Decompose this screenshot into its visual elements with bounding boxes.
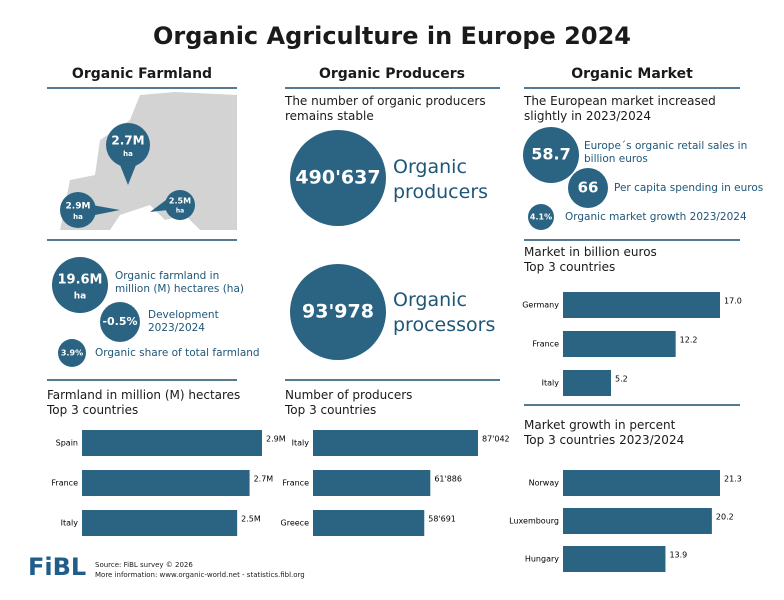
value-label: 5.2 xyxy=(615,375,628,384)
map-pointer xyxy=(150,200,168,212)
category-label: Spain xyxy=(56,439,78,448)
stat-value: 3.9% xyxy=(61,349,83,358)
stat-bubble xyxy=(100,302,140,342)
column-heading: Organic Market xyxy=(571,66,693,82)
stat-label: Organic processors xyxy=(393,289,496,336)
stat-bubble xyxy=(568,168,608,208)
chart-subtitle: Top 3 countries xyxy=(47,403,139,417)
value-label: 2.7M xyxy=(254,475,274,484)
stat-bubble xyxy=(52,257,108,313)
stat-label: Europe´s organic retail sales in billion… xyxy=(584,140,748,165)
bar xyxy=(82,510,238,536)
page-title: Organic Agriculture in Europe 2024 xyxy=(153,22,631,50)
stat-value: 66 xyxy=(578,179,599,197)
stat-value: 58.7 xyxy=(531,145,570,164)
bubble-unit: ha xyxy=(176,208,184,215)
category-label: France xyxy=(51,479,78,488)
chart-title: Market in billion euros xyxy=(524,245,657,259)
stat-bubble xyxy=(290,264,386,360)
stat-unit: ha xyxy=(74,292,86,302)
chart-subtitle: Top 3 countries xyxy=(524,260,616,274)
stat-value: 490'637 xyxy=(295,167,380,189)
bar xyxy=(563,292,720,318)
stat-value: -0.5% xyxy=(102,315,137,328)
stat-label: Organic producers xyxy=(393,156,489,203)
category-label: Germany xyxy=(522,301,559,310)
stat-label: Organic share of total farmland xyxy=(95,347,260,359)
source: Source: FiBL survey © 2026 xyxy=(95,561,193,569)
section-subtitle: The European market increased slightly i… xyxy=(524,94,716,123)
bar xyxy=(563,370,612,396)
europe-map xyxy=(60,92,237,230)
value-label: 2.9M xyxy=(266,435,286,444)
stat-value: 93'978 xyxy=(302,301,374,323)
stat-bubble xyxy=(58,339,86,367)
bubble-unit: ha xyxy=(73,213,83,221)
stat-value: 19.6M xyxy=(57,273,102,288)
bar xyxy=(563,470,720,496)
column-heading: Organic Producers xyxy=(318,66,465,82)
stat-bubble xyxy=(290,130,386,226)
value-label: 58'691 xyxy=(428,515,456,524)
map-bubble xyxy=(60,192,96,228)
stat-label: Per capita spending in euros xyxy=(614,182,764,194)
value-label: 20.2 xyxy=(716,513,734,522)
bubble-unit: ha xyxy=(123,150,133,158)
category-label: Italy xyxy=(61,519,79,528)
bar xyxy=(563,331,676,357)
chart-subtitle: Top 3 countries 2023/2024 xyxy=(524,433,685,447)
bar xyxy=(82,430,262,456)
category-label: France xyxy=(282,479,309,488)
chart-subtitle: Top 3 countries xyxy=(285,403,377,417)
bubble-value: 2.9M xyxy=(66,202,91,212)
info: More information: www.organic-world.net … xyxy=(95,571,305,579)
stat-bubble xyxy=(523,127,579,183)
category-label: Greece xyxy=(281,519,310,528)
value-label: 21.3 xyxy=(724,475,742,484)
bar xyxy=(313,470,431,496)
bubble-value: 2.5M xyxy=(169,197,191,206)
category-label: Luxembourg xyxy=(509,517,559,526)
value-label: 17.0 xyxy=(724,297,742,306)
map-pointer xyxy=(92,205,120,215)
category-label: Italy xyxy=(292,439,310,448)
category-label: France xyxy=(532,340,559,349)
stat-label: Development 2023/2024 xyxy=(148,309,219,334)
chart-title: Farmland in million (M) hectares xyxy=(47,388,241,402)
value-label: 13.9 xyxy=(669,551,687,560)
category-label: Hungary xyxy=(525,555,559,564)
category-label: Norway xyxy=(529,479,560,488)
value-label: 87'042 xyxy=(482,435,510,444)
column-heading: Organic Farmland xyxy=(71,66,213,82)
section-subtitle: The number of organic producers remains … xyxy=(285,94,486,123)
logo: FiBL xyxy=(28,553,87,581)
bar xyxy=(313,510,425,536)
chart-title: Market growth in percent xyxy=(524,418,676,432)
chart-title: Number of producers xyxy=(285,388,413,402)
stat-value: 4.1% xyxy=(530,213,552,222)
value-label: 61'886 xyxy=(434,475,462,484)
bar xyxy=(313,430,478,456)
stat-bubble xyxy=(528,204,554,230)
bar xyxy=(563,546,666,572)
stat-label: Organic market growth 2023/2024 xyxy=(565,211,747,223)
bar xyxy=(82,470,250,496)
map-bubble xyxy=(106,123,150,167)
map-bubble xyxy=(165,190,195,220)
value-label: 12.2 xyxy=(680,336,698,345)
bar xyxy=(563,508,712,534)
stat-label: Organic farmland in million (M) hectares… xyxy=(115,270,244,295)
value-label: 2.5M xyxy=(241,515,261,524)
category-label: Italy xyxy=(542,379,560,388)
bubble-value: 2.7M xyxy=(111,134,144,148)
